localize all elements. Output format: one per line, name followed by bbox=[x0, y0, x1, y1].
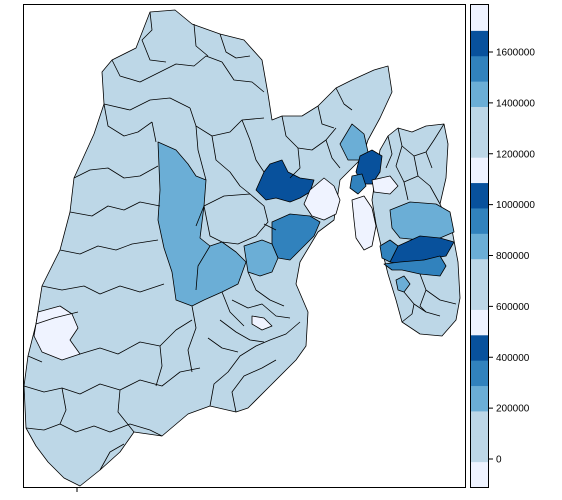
legend-band bbox=[471, 81, 488, 107]
legend-tick-label: 600000 bbox=[496, 302, 530, 313]
legend-tick-label: 400000 bbox=[496, 353, 530, 364]
region-east-lightest bbox=[371, 175, 399, 195]
region-north-central-dark bbox=[255, 159, 315, 203]
legend-tick-label: 1600000 bbox=[496, 48, 535, 59]
internal-borders bbox=[23, 11, 353, 471]
region-northeast-small-mid bbox=[349, 173, 367, 195]
region-central-west-medium bbox=[157, 141, 247, 307]
legend-band bbox=[471, 436, 488, 463]
legend-band bbox=[471, 55, 488, 82]
internal-borders-east bbox=[385, 123, 457, 323]
region-central-light bbox=[203, 193, 269, 245]
legend-tick-label: 0 bbox=[496, 455, 502, 466]
legend-band bbox=[471, 461, 488, 488]
legend-band bbox=[471, 410, 488, 437]
legend-band bbox=[471, 30, 488, 57]
legend-band bbox=[471, 284, 488, 310]
municipality-regions bbox=[23, 9, 461, 487]
legend-band bbox=[471, 106, 488, 133]
region-east-mid-2 bbox=[379, 239, 399, 263]
legend-tick-label: 1200000 bbox=[496, 149, 535, 160]
region-valley-lightest-2 bbox=[351, 195, 377, 251]
region-south-lightest bbox=[251, 315, 273, 331]
legend-tick-label: 1400000 bbox=[496, 98, 535, 109]
region-valley-lightest bbox=[303, 177, 341, 221]
legend-frame bbox=[470, 4, 489, 488]
legend-color-bar bbox=[471, 5, 488, 488]
legend-tick-label: 200000 bbox=[496, 404, 530, 415]
legend-tick-label: 1000000 bbox=[496, 200, 535, 211]
legend-band bbox=[471, 309, 488, 336]
region-east-mid bbox=[383, 255, 447, 277]
region-central-band-2 bbox=[243, 239, 279, 277]
legend-band bbox=[471, 334, 488, 361]
legend-band bbox=[471, 360, 488, 387]
legend-band bbox=[471, 233, 488, 260]
region-east-small-light bbox=[395, 275, 411, 293]
legend-ticks: 0 200000 400000 600000 800000 1000000 1200000 1… bbox=[488, 48, 535, 466]
region-west-lightest bbox=[33, 305, 81, 361]
legend-band bbox=[471, 258, 488, 285]
legend-band bbox=[471, 182, 488, 209]
legend-band bbox=[471, 131, 488, 158]
region-east-medium bbox=[389, 201, 455, 241]
legend-band bbox=[471, 157, 488, 184]
legend-band bbox=[471, 385, 488, 412]
legend-tick-label: 800000 bbox=[496, 251, 530, 262]
legend-band bbox=[471, 207, 488, 234]
legend-band bbox=[471, 5, 488, 31]
